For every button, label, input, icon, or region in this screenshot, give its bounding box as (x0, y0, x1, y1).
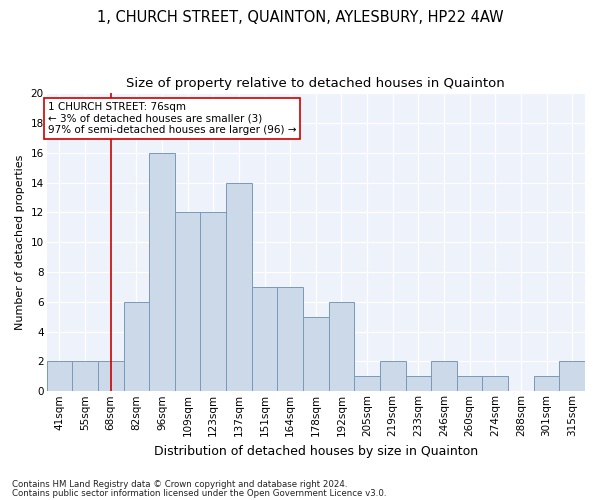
Bar (277, 287, 303, 392)
Bar (380, 362, 406, 392)
Title: Size of property relative to detached houses in Quainton: Size of property relative to detached ho… (127, 78, 505, 90)
Text: 1 CHURCH STREET: 76sqm
← 3% of detached houses are smaller (3)
97% of semi-detac: 1 CHURCH STREET: 76sqm ← 3% of detached … (47, 102, 296, 135)
Text: 1, CHURCH STREET, QUAINTON, AYLESBURY, HP22 4AW: 1, CHURCH STREET, QUAINTON, AYLESBURY, H… (97, 10, 503, 25)
Bar (431, 362, 457, 392)
Text: Contains public sector information licensed under the Open Government Licence v3: Contains public sector information licen… (12, 489, 386, 498)
Bar (47, 362, 72, 392)
Bar (457, 376, 482, 392)
Bar (175, 212, 200, 392)
Bar (406, 376, 431, 392)
Text: Contains HM Land Registry data © Crown copyright and database right 2024.: Contains HM Land Registry data © Crown c… (12, 480, 347, 489)
Bar (98, 362, 124, 392)
Bar (72, 362, 98, 392)
Y-axis label: Number of detached properties: Number of detached properties (15, 154, 25, 330)
Bar (226, 182, 251, 392)
Bar (149, 152, 175, 392)
Bar (354, 376, 380, 392)
Bar (329, 302, 354, 392)
Bar (482, 376, 508, 392)
Bar (251, 287, 277, 392)
Bar (559, 362, 585, 392)
Bar (303, 316, 329, 392)
X-axis label: Distribution of detached houses by size in Quainton: Distribution of detached houses by size … (154, 444, 478, 458)
Bar (534, 376, 559, 392)
Bar (124, 302, 149, 392)
Bar (200, 212, 226, 392)
